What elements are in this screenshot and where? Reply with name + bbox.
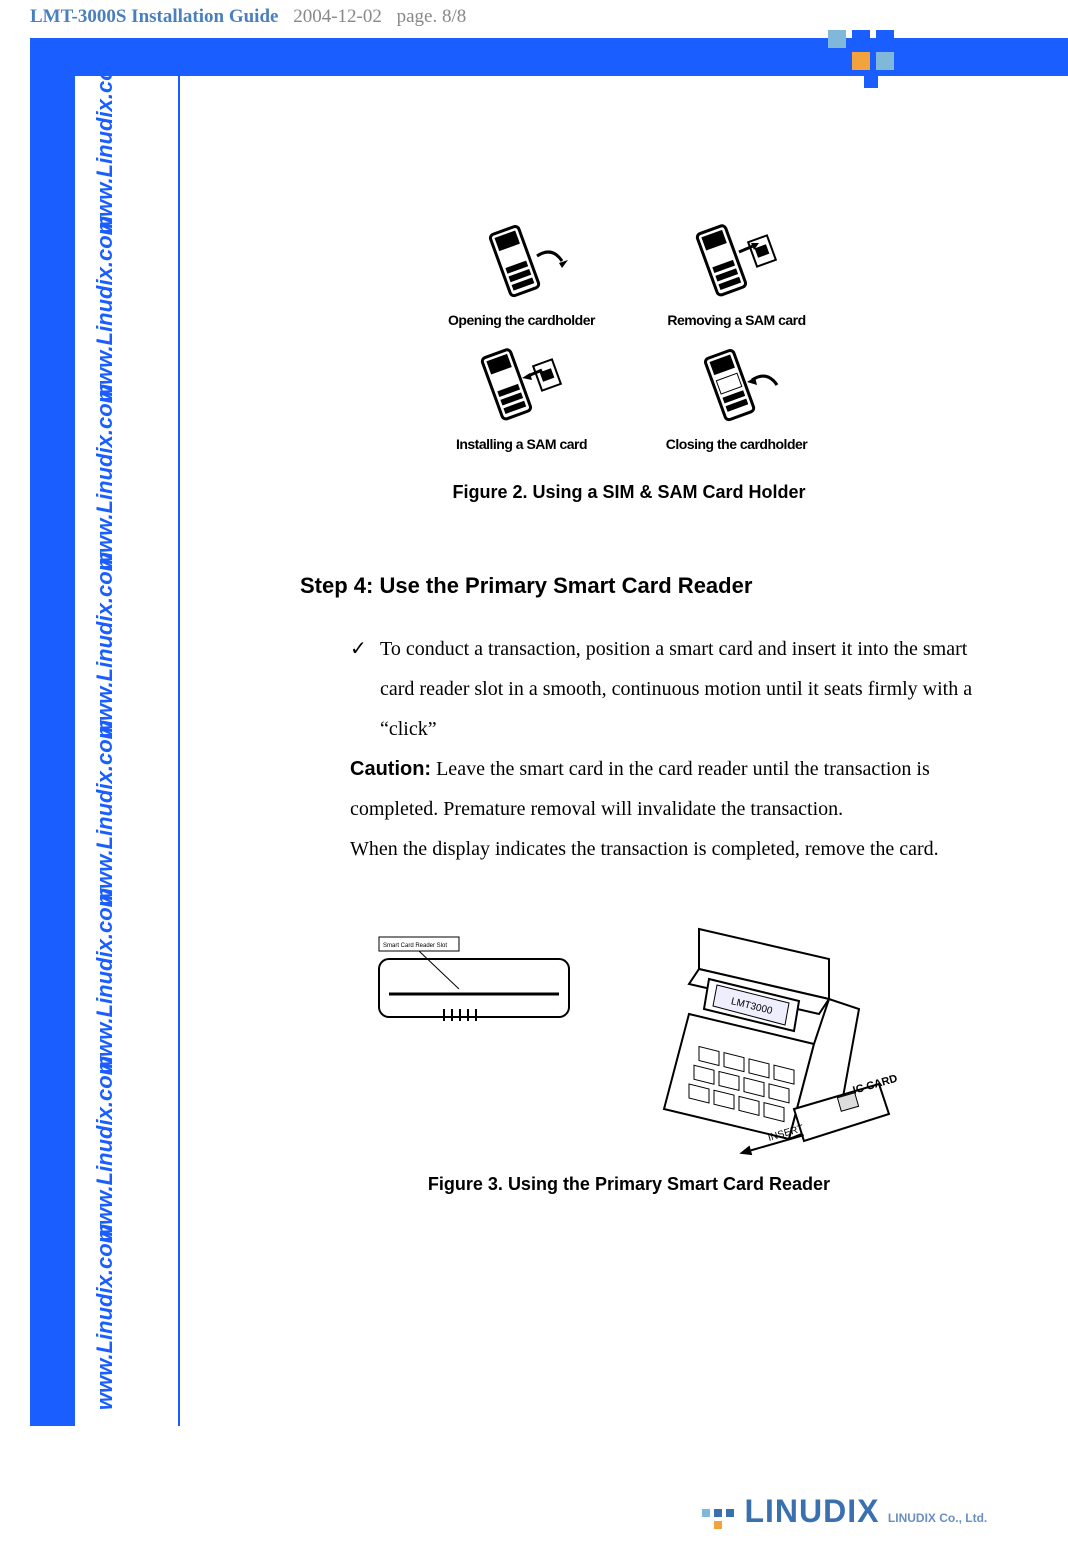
check-icon: ✓ xyxy=(350,629,380,749)
figure2-caption-1: Opening the cardholder xyxy=(414,312,629,328)
figure2-cell-3: Installing a SAM card xyxy=(414,340,629,452)
figure2-cell-4: Closing the cardholder xyxy=(629,340,844,452)
figure2-cell-1: Opening the cardholder xyxy=(414,216,629,328)
step4-heading: Step 4: Use the Primary Smart Card Reade… xyxy=(300,573,1008,599)
page-header: LMT-3000S Installation Guide 2004-12-02 … xyxy=(30,6,466,28)
top-band xyxy=(30,38,1068,76)
device-install-icon xyxy=(462,340,582,430)
footer-brand: LINUDIX xyxy=(744,1493,879,1529)
figure2-grid: Opening the cardholder Removing a SAM c xyxy=(414,216,844,452)
step4-bullet-row: ✓ To conduct a transaction, position a s… xyxy=(350,629,988,749)
doc-page: page. 8/8 xyxy=(397,6,467,27)
step4-caution-row: Caution: Leave the smart card in the car… xyxy=(350,749,988,829)
step4-body: ✓ To conduct a transaction, position a s… xyxy=(350,629,988,869)
sidebar-url: www.Linudix.com xyxy=(92,1224,118,1410)
figure3-wrap: Smart Card Reader Slot LMT3000 xyxy=(349,899,909,1195)
doc-title: LMT-3000S Installation Guide xyxy=(30,6,278,27)
sidebar-url: www.Linudix.com xyxy=(92,384,118,570)
sidebar-url: www.Linudix.com xyxy=(92,720,118,906)
sidebar-url: www.Linudix.com xyxy=(92,1056,118,1242)
sidebar-url: www.Linudix.com xyxy=(92,888,118,1074)
caution-text: Leave the smart card in the card reader … xyxy=(350,758,930,820)
footer-logo: LINUDIX LINUDIX Co., Ltd. xyxy=(700,1493,987,1533)
doc-date: 2004-12-02 xyxy=(293,6,382,27)
device-close-icon xyxy=(677,340,797,430)
figure2-caption-2: Removing a SAM card xyxy=(629,312,844,328)
footer-company: LINUDIX Co., Ltd. xyxy=(888,1511,987,1525)
sidebar-url: www.Linudix.com xyxy=(92,48,118,234)
figure3-label: Figure 3. Using the Primary Smart Card R… xyxy=(349,1174,909,1195)
content-area: Opening the cardholder Removing a SAM c xyxy=(200,76,1038,1195)
sidebar-url: www.Linudix.com xyxy=(92,216,118,402)
smart-card-reader-icon: Smart Card Reader Slot LMT3000 xyxy=(349,899,909,1159)
caution-label: Caution: xyxy=(350,758,431,780)
footer-logo-icon xyxy=(700,1503,740,1533)
figure2-cell-2: Removing a SAM card xyxy=(629,216,844,328)
device-open-icon xyxy=(462,216,582,306)
step4-after-text: When the display indicates the transacti… xyxy=(350,829,988,869)
device-remove-icon xyxy=(677,216,797,306)
step4-bullet-text: To conduct a transaction, position a sma… xyxy=(380,629,988,749)
slot-label: Smart Card Reader Slot xyxy=(383,943,447,949)
figure2-caption-3: Installing a SAM card xyxy=(414,436,629,452)
sidebar-url: www.Linudix.com xyxy=(92,552,118,738)
figure2-caption-4: Closing the cardholder xyxy=(629,436,844,452)
figure2-label: Figure 2. Using a SIM & SAM Card Holder xyxy=(250,482,1008,503)
